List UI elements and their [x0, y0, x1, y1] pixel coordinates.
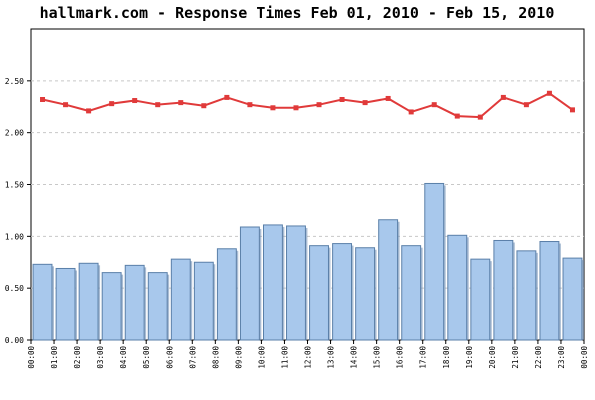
line-point [132, 98, 138, 104]
bar [562, 257, 583, 341]
x-tick-label: 06:00 [165, 346, 174, 369]
line-point [523, 102, 529, 108]
bar [286, 225, 306, 341]
y-tick-label: 0.50 [5, 284, 24, 293]
x-tick-label: 13:00 [327, 346, 336, 369]
line-point [569, 107, 575, 113]
bar [539, 241, 560, 341]
bar [170, 258, 191, 341]
line-point [201, 103, 207, 109]
bar [424, 182, 445, 341]
bar [147, 272, 168, 341]
x-tick-label: 23:00 [557, 346, 566, 369]
line-point [86, 108, 92, 114]
bar [78, 262, 99, 341]
line-point [155, 102, 161, 108]
bar [470, 258, 491, 341]
x-tick-label: 09:00 [234, 346, 243, 369]
bar [355, 247, 376, 341]
y-tick-label: 2.00 [5, 129, 24, 138]
line-point [431, 102, 437, 108]
line-point [385, 95, 391, 101]
line-point [362, 100, 368, 106]
bar [262, 224, 283, 341]
x-tick-label: 10:00 [257, 346, 266, 369]
x-tick-label: 02:00 [73, 346, 82, 369]
line-point [224, 94, 230, 100]
x-tick-label: 17:00 [419, 346, 428, 369]
line-point [270, 105, 276, 111]
line-point [247, 102, 253, 108]
y-axis-ticks: 0.00 0.50 1.00 1.50 2.00 2.50 [5, 77, 31, 345]
line-point [40, 96, 46, 102]
bar [493, 239, 514, 341]
line-point [546, 90, 552, 96]
bar [332, 243, 353, 341]
x-tick-label: 12:00 [304, 346, 313, 369]
bar [32, 263, 53, 341]
x-tick-label: 20:00 [488, 346, 497, 369]
line-point [454, 113, 460, 119]
x-tick-label: 00:00 [27, 346, 36, 369]
x-tick-label: 21:00 [511, 346, 520, 369]
bar [55, 267, 76, 341]
x-axis-ticks: 00:00 01:00 02:00 03:00 04:00 05:00 06:00 07:00… [27, 340, 589, 369]
x-tick-label: 11:00 [280, 346, 289, 369]
x-tick-label: 19:00 [465, 346, 474, 369]
response-time-line [42, 92, 574, 119]
x-tick-label: 14:00 [350, 346, 359, 369]
y-tick-label: 1.50 [5, 181, 24, 190]
x-tick-label: 08:00 [211, 346, 220, 369]
x-tick-label: 03:00 [96, 346, 105, 369]
x-tick-label: 00:00 [580, 346, 589, 369]
line-point [316, 102, 322, 108]
x-tick-label: 01:00 [50, 346, 59, 369]
bar [124, 264, 145, 341]
x-tick-label: 05:00 [142, 346, 151, 369]
line-series [40, 90, 575, 120]
bar [516, 250, 537, 341]
bar [101, 272, 122, 341]
bar [193, 261, 214, 341]
line-point [477, 114, 483, 120]
x-tick-label: 18:00 [442, 346, 451, 369]
grid-lines [31, 80, 584, 289]
y-tick-label: 0.00 [5, 336, 24, 345]
x-tick-label: 04:00 [119, 346, 128, 369]
line-point [293, 105, 299, 111]
x-tick-label: 07:00 [188, 346, 197, 369]
line-point [109, 101, 115, 107]
bar [401, 245, 422, 341]
line-point [178, 100, 184, 106]
bar [239, 226, 260, 341]
chart-title: hallmark.com - Response Times Feb 01, 20… [40, 4, 555, 22]
x-tick-label: 15:00 [373, 346, 382, 369]
bar [309, 245, 329, 341]
x-tick-label: 16:00 [396, 346, 405, 369]
line-point [63, 102, 69, 108]
line-point [500, 94, 506, 100]
bar [378, 219, 399, 341]
bar [447, 234, 468, 341]
bar-series [32, 182, 584, 341]
line-point [339, 96, 345, 102]
line-point [408, 109, 414, 115]
y-tick-label: 1.00 [5, 232, 24, 241]
bar [216, 248, 237, 341]
y-tick-label: 2.50 [5, 77, 24, 86]
x-tick-label: 22:00 [534, 346, 543, 369]
